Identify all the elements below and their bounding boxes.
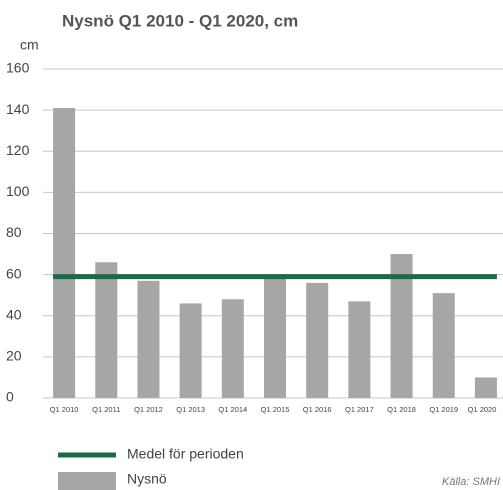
bar — [306, 282, 329, 398]
legend-swatch — [58, 472, 116, 490]
bar — [137, 280, 160, 398]
source: Källa: SMHI — [442, 476, 500, 488]
x-tick-label: Q1 2011 — [92, 405, 120, 414]
y-tick-label: 120 — [6, 142, 30, 158]
x-tick-label: Q1 2015 — [261, 405, 290, 414]
x-tick-label: Q1 2013 — [176, 405, 205, 414]
bar — [432, 293, 455, 398]
legend-label: Medel för perioden — [127, 446, 244, 462]
x-tick-label: Q1 2014 — [218, 405, 247, 414]
y-tick-label: 40 — [6, 306, 22, 322]
x-tick-label: Q1 2010 — [50, 405, 79, 414]
y-tick-label: 140 — [6, 101, 30, 117]
bar — [53, 108, 76, 398]
bar — [474, 377, 497, 398]
chart-title: Nysnö Q1 2010 - Q1 2020, cm — [62, 11, 298, 30]
bar — [264, 278, 286, 398]
bar — [179, 303, 202, 398]
bar — [390, 254, 413, 398]
y-tick-label: 80 — [6, 224, 22, 240]
x-tick-label: Q1 2012 — [134, 405, 163, 414]
y-tick-label: 60 — [6, 265, 22, 281]
bar — [348, 301, 371, 398]
x-tick-label: Q1 2017 — [345, 405, 374, 414]
bar — [221, 299, 244, 398]
y-axis-label: cm — [20, 37, 39, 53]
y-tick-label: 20 — [6, 348, 22, 364]
y-tick-label: 0 — [6, 389, 14, 405]
x-tick-label: Q1 2019 — [429, 405, 458, 414]
x-tick-label: Q1 2016 — [303, 405, 332, 414]
x-tick-label: Q1 2020 — [468, 405, 497, 414]
x-tick-label: Q1 2018 — [387, 405, 416, 414]
y-tick-label: 160 — [6, 60, 30, 76]
y-tick-label: 100 — [6, 183, 30, 199]
bar — [95, 262, 118, 398]
legend-label: Nysnö — [127, 471, 167, 487]
